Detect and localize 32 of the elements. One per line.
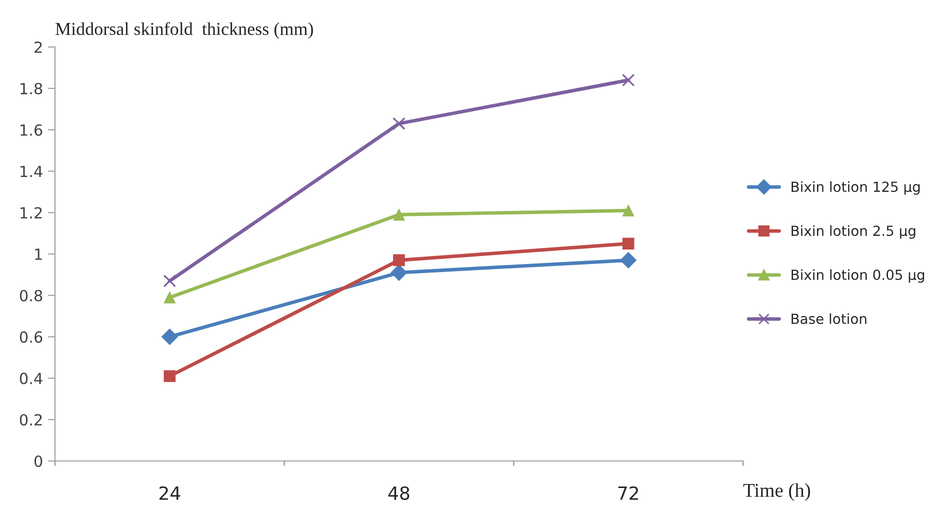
- point: [392, 117, 406, 130]
- legend-label: Bixin lotion 125 μg: [792, 181, 920, 195]
- y-tick-label: 2: [34, 41, 42, 53]
- point: [164, 292, 176, 304]
- point: [393, 208, 405, 221]
- y-tick-label: 1.2: [20, 207, 42, 218]
- legend-label: Bixin lotion 0.05 μg: [792, 269, 924, 283]
- y-tick-label: 0.2: [20, 414, 42, 426]
- y-tick-label: 1.4: [20, 166, 42, 178]
- point: [622, 204, 634, 216]
- legend-label: Bixin lotion 2.5 μg: [792, 225, 916, 239]
- point: [163, 274, 176, 288]
- point: [622, 238, 634, 250]
- y-tick-label: 0.4: [20, 372, 42, 384]
- point: [622, 74, 635, 87]
- x-tick-label: 48: [388, 486, 410, 500]
- y-tick-label: 0.6: [20, 331, 42, 343]
- legend-label: Base lotion: [792, 313, 866, 324]
- point: [164, 370, 176, 382]
- point: [161, 328, 178, 346]
- point: [390, 264, 408, 281]
- y-tick-label: 0: [34, 455, 42, 468]
- y-tick-label: 1.8: [20, 82, 42, 94]
- y-tick-label: 1.6: [20, 124, 42, 136]
- point: [620, 252, 637, 268]
- x-tick-label: 72: [618, 486, 638, 500]
- y-tick-label: 0.8: [20, 290, 42, 302]
- y-axis-title: Middorsal skinfold thickness (mm): [56, 22, 313, 39]
- point: [393, 254, 405, 266]
- x-tick-label: 24: [160, 486, 180, 500]
- x-axis-title: Time (h): [743, 483, 810, 501]
- y-tick-label: 1: [35, 248, 42, 260]
